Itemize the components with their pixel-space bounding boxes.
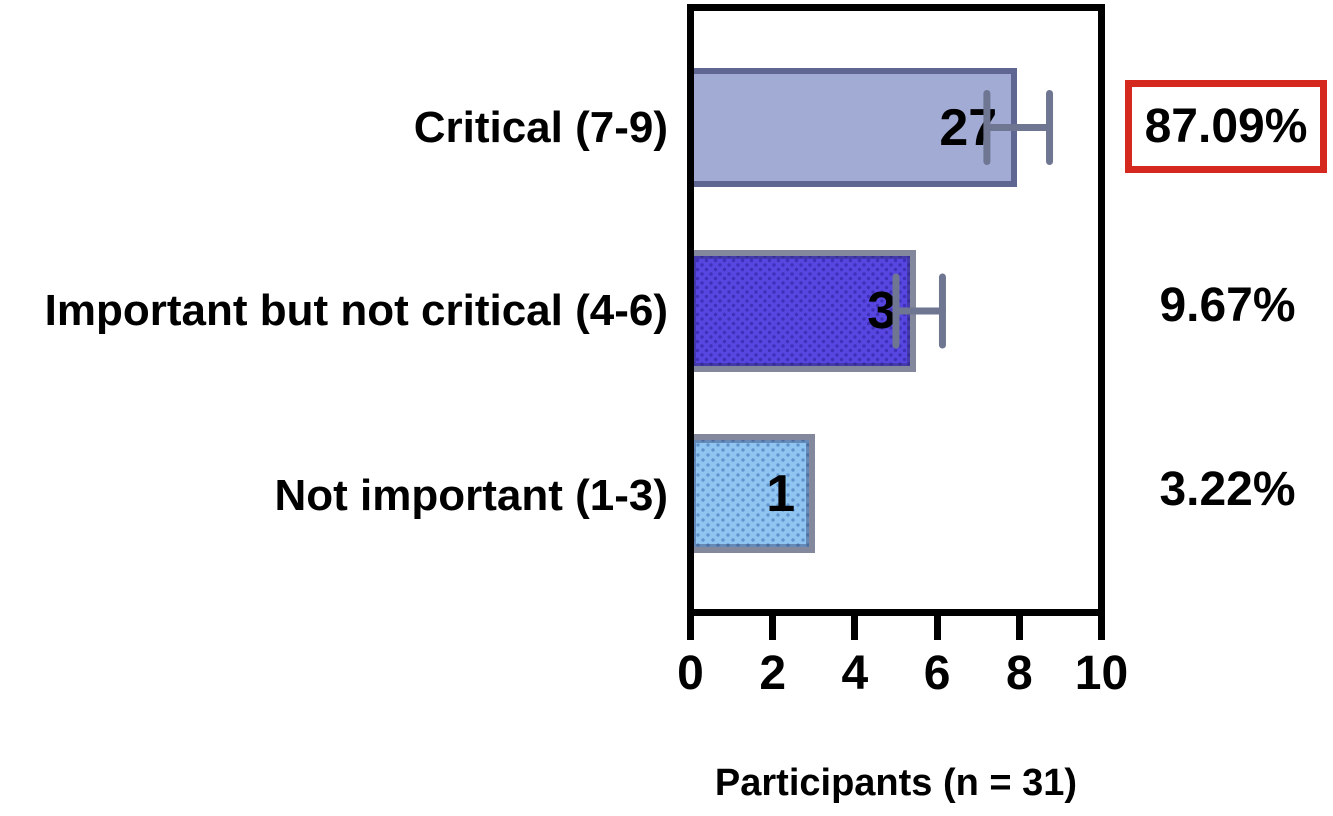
x-tick-label: 4	[841, 647, 869, 700]
x-tick-mark	[1098, 610, 1105, 640]
x-axis-title: Participants (n = 31)	[714, 762, 1078, 804]
bar-critical: 27	[687, 68, 1018, 187]
x-tick-mark	[687, 610, 694, 640]
x-tick-label: 2	[759, 647, 787, 700]
x-tick-mark	[1015, 610, 1023, 640]
bar-important: 3	[687, 250, 917, 372]
percent-label-critical: 87.09%	[1144, 99, 1308, 153]
bar-not-important: 1	[687, 434, 816, 553]
bar-value-not-important: 1	[766, 464, 796, 523]
category-label-not-important: Not important (1-3)	[274, 471, 668, 520]
bar-value-critical: 27	[939, 98, 998, 157]
x-tick-mark	[769, 610, 777, 640]
x-tick-label: 6	[923, 647, 951, 700]
bar-value-important: 3	[867, 282, 897, 340]
category-label-critical: Critical (7-9)	[413, 103, 668, 152]
highlight-box: 87.09%	[1125, 80, 1327, 173]
x-tick-label: 8	[1005, 647, 1033, 700]
x-tick-mark	[851, 610, 859, 640]
percent-label-not-important: 3.22%	[1159, 463, 1296, 516]
x-tick-mark	[933, 610, 941, 640]
x-tick-label: 0	[677, 647, 704, 700]
category-label-important: Important but not critical (4-6)	[44, 286, 668, 335]
percent-label-important: 9.67%	[1159, 279, 1296, 332]
x-tick-label: 10	[1074, 647, 1129, 700]
